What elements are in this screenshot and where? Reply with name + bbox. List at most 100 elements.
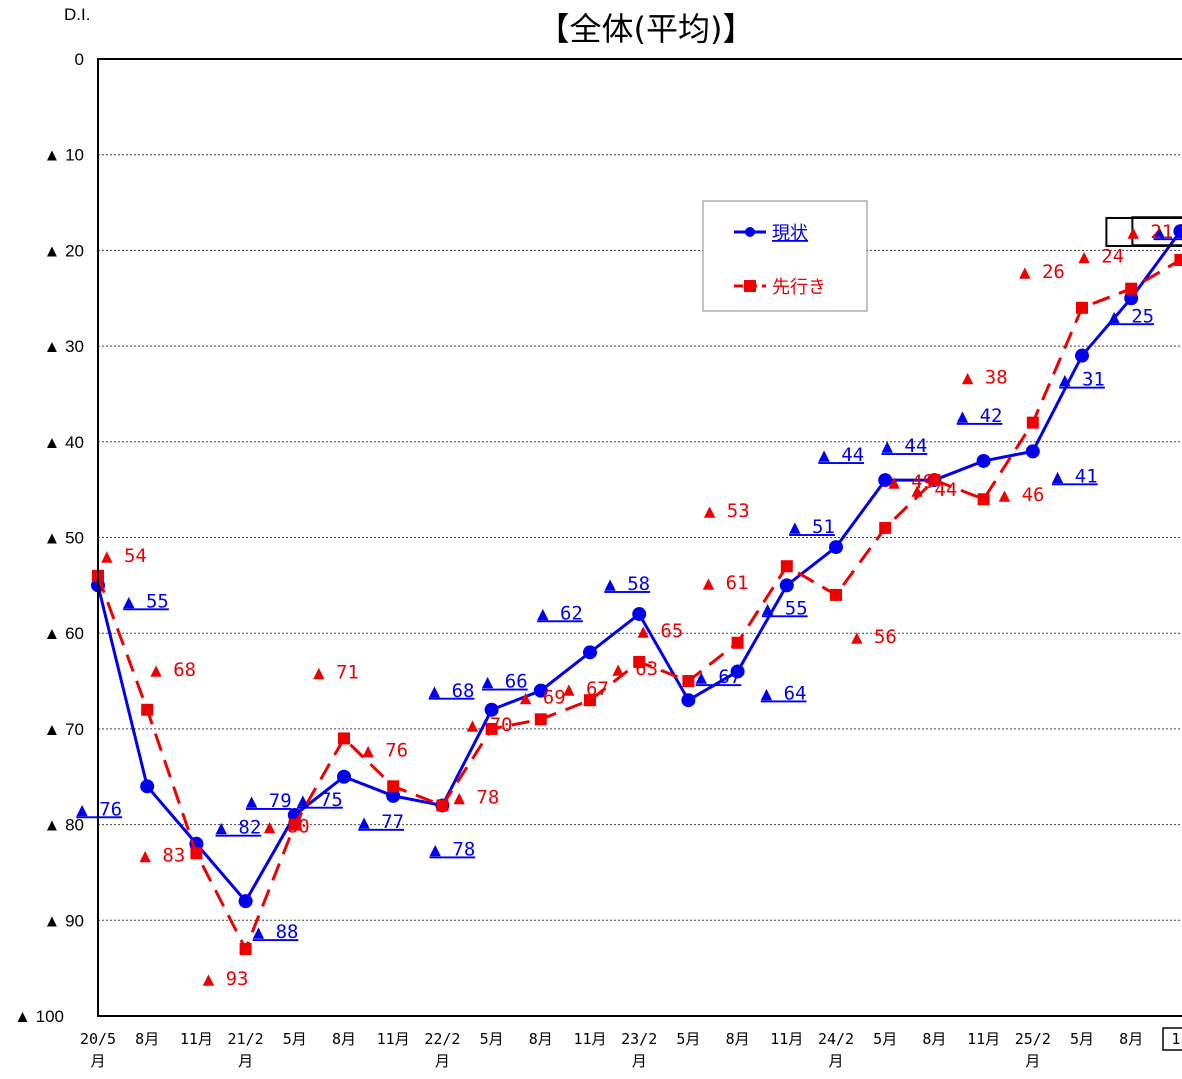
x-tick-label: 8月 <box>135 1030 159 1048</box>
data-point <box>1125 282 1138 295</box>
data-label: ▲ 41 <box>1052 465 1098 487</box>
x-tick-label-line2: 月 <box>90 1052 105 1070</box>
data-label: ▲ 56 <box>851 626 897 648</box>
data-label: ▲ 79 <box>246 790 292 812</box>
data-label: ▲ 78 <box>430 838 476 860</box>
legend-label-outlook: 先行き <box>772 277 826 298</box>
data-point <box>1124 291 1139 306</box>
x-tick-label: 11月 <box>967 1030 1000 1048</box>
data-point <box>731 636 744 649</box>
data-label: ▲ 44 <box>882 435 928 457</box>
y-tick-label: 0 <box>75 50 84 69</box>
data-label: ▲ 63 <box>612 658 658 680</box>
data-label: ▲ 69 <box>520 686 566 708</box>
latest-label-box <box>1131 216 1182 247</box>
x-tick-label: 5月 <box>873 1030 897 1048</box>
x-tick-label: 8月 <box>922 1030 946 1048</box>
y-tick-label: ▲ 100 <box>14 1007 64 1026</box>
series-current: ▲ 55 ▲ 76 ▲ 82 ▲ 88 ▲ 79 ▲ 75 ▲ 77 ▲ 78 ▲ 68 ▲ 66… <box>76 216 1182 943</box>
x-tick-label: 21/2 <box>228 1030 264 1048</box>
data-label: ▲ 24 <box>1078 246 1124 268</box>
y-tick-label: ▲ 40 <box>44 433 84 452</box>
data-point <box>584 694 596 707</box>
data-label: ▲ 75 <box>297 789 343 811</box>
x-tick-label: 8月 <box>332 1030 356 1048</box>
y-tick-labels: 0 ▲ 10 ▲ 20 ▲ 30 ▲ 40 ▲ 50 ▲ 60 ▲ 70 ▲ 80 ▲ 90 ▲ 1… <box>14 50 84 1026</box>
y-tick-label: ▲ 70 <box>44 720 84 739</box>
data-point <box>239 943 252 956</box>
data-label: ▲ 62 <box>537 602 583 624</box>
x-tick-label: 11月 <box>377 1030 410 1048</box>
x-tick-label: 23/2 <box>621 1030 657 1048</box>
data-label: ▲ 78 <box>454 786 500 808</box>
data-label: ▲ 25 <box>1108 305 1154 327</box>
data-point <box>141 703 154 716</box>
legend-marker-outlook <box>744 280 756 292</box>
y-tick-label: ▲ 10 <box>44 146 84 165</box>
data-point <box>681 693 696 708</box>
y-tick-label: ▲ 90 <box>44 911 84 930</box>
plot-area: ▲ 55 ▲ 76 ▲ 82 ▲ 88 ▲ 79 ▲ 75 ▲ 77 ▲ 78 ▲ 68 ▲ 66… <box>76 216 1182 990</box>
x-tick-label: 22/2 <box>424 1030 460 1048</box>
data-label: ▲ 65 <box>638 620 684 642</box>
data-label: ▲ 55 <box>123 590 169 612</box>
data-point <box>928 474 941 487</box>
data-label: ▲ 49 <box>888 471 934 493</box>
data-label: ▲ 70 <box>467 714 513 736</box>
x-tick-label-line2: 月 <box>1025 1052 1040 1070</box>
data-point <box>337 769 351 784</box>
y-tick-label: ▲ 20 <box>44 241 84 260</box>
x-tick-label: 11月 <box>770 1030 803 1048</box>
data-label: ▲ 38 <box>962 367 1008 389</box>
x-tick-label: 5月 <box>480 1030 504 1048</box>
data-point <box>288 818 301 831</box>
y-tick-label: ▲ 80 <box>44 816 84 835</box>
data-point <box>1076 301 1088 314</box>
y-tick-label: ▲ 50 <box>44 529 84 548</box>
data-point <box>534 713 547 726</box>
data-label: ▲ 18 <box>1154 220 1182 242</box>
data-point <box>730 664 745 679</box>
x-tick-label-line2: 月 <box>435 1052 450 1070</box>
x-tick-label: 5月 <box>676 1030 700 1048</box>
x-tick-label: 25/2 <box>1015 1030 1051 1048</box>
latest-label-box <box>1105 216 1182 247</box>
x-tick-label: 11月 <box>180 1030 213 1048</box>
data-point <box>238 894 253 909</box>
x-tick-label: 5月 <box>283 1030 307 1048</box>
data-label: ▲ 66 <box>482 671 528 693</box>
data-point <box>485 722 498 735</box>
data-point <box>338 732 350 745</box>
data-point <box>140 779 155 794</box>
data-label: ▲ 46 <box>999 484 1045 506</box>
data-point <box>779 578 794 593</box>
data-point <box>829 540 843 555</box>
legend-label-current: 現状 <box>772 223 808 244</box>
chart-title: 【全体(平均)】 <box>538 10 755 48</box>
data-point <box>1075 348 1089 363</box>
data-point <box>484 702 499 717</box>
data-point <box>977 493 990 506</box>
data-label: ▲ 77 <box>358 811 404 833</box>
y-tick-label: ▲ 60 <box>44 624 84 643</box>
data-label: ▲ 64 <box>761 682 807 704</box>
data-point <box>632 607 647 622</box>
data-label: ▲ 26 <box>1019 261 1065 283</box>
plot-frame <box>97 58 1182 1017</box>
series-line <box>96 258 1182 953</box>
x-tick-label: 8月 <box>726 1030 750 1048</box>
data-point <box>386 788 401 803</box>
data-label: ▲ 61 <box>703 572 749 594</box>
data-label: ▲ 54 <box>101 545 147 567</box>
data-point <box>436 799 449 812</box>
data-label: ▲ 21 <box>1128 221 1174 243</box>
data-label: ▲ 80 <box>264 816 310 838</box>
data-label: ▲ 44 <box>818 444 864 466</box>
data-point <box>830 588 842 601</box>
data-label: ▲ 76 <box>362 739 408 761</box>
x-tick-label: 11月 <box>573 1030 606 1048</box>
data-point <box>190 847 203 860</box>
legend: 現状 先行き <box>702 200 868 312</box>
data-label: ▲ 51 <box>789 516 835 538</box>
